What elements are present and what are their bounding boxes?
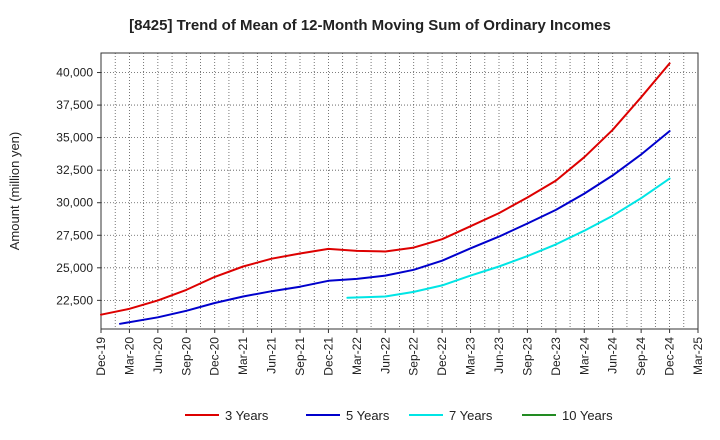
y-tick-label: 32,500: [56, 163, 93, 177]
x-tick-label: Jun-21: [265, 337, 279, 374]
x-tick-label: Dec-23: [549, 337, 563, 376]
x-tick-label: Mar-24: [577, 337, 591, 375]
x-tick-label: Mar-23: [464, 337, 478, 375]
series-line-3-years: [100, 62, 671, 316]
legend-label: 7 Years: [449, 408, 493, 423]
x-tick-label: Dec-22: [435, 337, 449, 376]
series-layer: [100, 62, 671, 325]
x-tick-label: Sep-22: [407, 337, 421, 376]
x-axis: Dec-19 Mar-20 Jun-20 Sep-20 Dec-20 Mar-21 Jun-…: [94, 329, 705, 376]
x-tick-label: Jun-20: [151, 337, 165, 374]
x-tick-label: Mar-21: [236, 337, 250, 375]
grid: [101, 53, 698, 329]
y-tick-label: 27,500: [56, 228, 93, 242]
legend-label: 10 Years: [562, 408, 613, 423]
y-axis: 22,500 25,000 27,500 30,000 32,500 35,000 37,5…: [56, 66, 101, 307]
y-tick-label: 30,000: [56, 196, 93, 210]
series-line-7-years: [346, 177, 671, 299]
legend-label: 3 Years: [225, 408, 269, 423]
x-tick-label: Mar-20: [122, 337, 136, 375]
x-tick-label: Mar-22: [350, 337, 364, 375]
x-tick-label: Jun-22: [378, 337, 392, 374]
y-tick-label: 40,000: [56, 66, 93, 80]
x-tick-label: Sep-23: [520, 337, 534, 376]
x-tick-label: Sep-24: [634, 337, 648, 376]
x-tick-label: Sep-21: [293, 337, 307, 376]
y-tick-label: 25,000: [56, 261, 93, 275]
plot-area-frame: [100, 52, 699, 330]
x-tick-label: Dec-20: [208, 337, 222, 376]
y-axis-label: Amount (million yen): [7, 132, 22, 251]
chart-title: [8425] Trend of Mean of 12-Month Moving …: [129, 17, 611, 34]
y-tick-label: 35,000: [56, 131, 93, 145]
x-tick-label: Jun-24: [606, 337, 620, 374]
x-tick-label: Mar-25: [691, 337, 705, 375]
legend-label: 5 Years: [346, 408, 390, 423]
y-tick-label: 22,500: [56, 293, 93, 307]
x-tick-label: Sep-20: [179, 337, 193, 376]
x-tick-label: Dec-24: [663, 337, 677, 376]
y-tick-label: 37,500: [56, 98, 93, 112]
series-line-5-years: [119, 130, 671, 325]
x-tick-label: Dec-19: [94, 337, 108, 376]
x-tick-label: Jun-23: [492, 337, 506, 374]
x-tick-label: Dec-21: [321, 337, 335, 376]
legend: 3 Years 5 Years 7 Years 10 Years: [185, 408, 613, 423]
